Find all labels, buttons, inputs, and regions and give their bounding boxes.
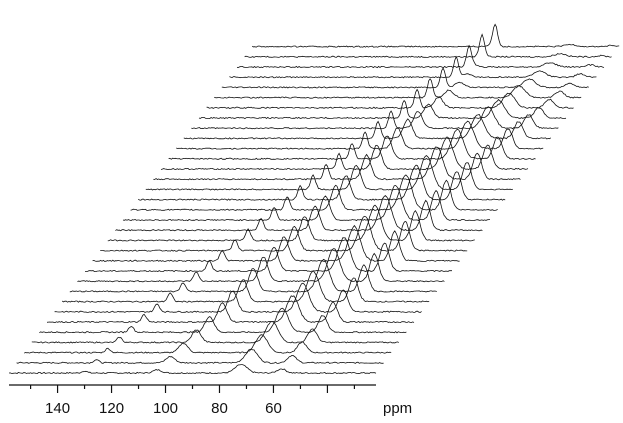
spectrum-trace-26 <box>198 98 567 120</box>
x-axis-label: ppm <box>383 400 412 417</box>
spectrum-trace-28 <box>214 78 582 99</box>
spectrum-trace-32 <box>244 33 612 58</box>
x-tick-label: 60 <box>265 400 282 417</box>
spectrum-trace-1 <box>8 364 377 375</box>
spectrum-trace-11 <box>84 237 452 273</box>
spectrum-trace-21 <box>160 136 529 171</box>
spectrum-trace-13 <box>100 215 468 252</box>
spectrum-trace-9 <box>69 258 437 293</box>
spectra-traces <box>8 23 620 375</box>
x-tick-label: 140 <box>45 400 70 417</box>
x-tick-label: 100 <box>153 400 178 417</box>
x-tick-label: 120 <box>99 400 124 417</box>
spectrum-trace-29 <box>221 67 589 89</box>
spectrum-trace-8 <box>61 270 430 303</box>
x-axis-ticks <box>29 385 356 393</box>
spectrum-trace-3 <box>24 334 392 354</box>
spectrum-trace-33 <box>252 23 620 48</box>
spectrum-trace-30 <box>229 55 597 79</box>
spectrum-trace-31 <box>236 44 605 69</box>
spectrum-trace-18 <box>137 164 506 201</box>
spectrum-trace-17 <box>130 174 498 211</box>
spectrum-trace-6 <box>46 295 415 324</box>
spectrum-trace-23 <box>176 120 544 150</box>
spectrum-trace-25 <box>191 106 559 130</box>
spectrum-trace-24 <box>183 114 552 140</box>
spectrum-trace-4 <box>31 320 399 344</box>
spectrum-trace-19 <box>145 154 513 191</box>
spectrum-trace-7 <box>54 282 422 313</box>
spectrum-trace-2 <box>16 348 384 364</box>
spectrum-trace-27 <box>206 88 574 109</box>
spectrum-trace-15 <box>115 194 483 232</box>
spectrum-trace-5 <box>39 307 407 334</box>
spectrum-trace-20 <box>153 146 521 181</box>
x-tick-label: 80 <box>211 400 228 417</box>
x-axis-tick-labels: 140 120 100 80 60 <box>45 400 282 417</box>
spectrum-trace-12 <box>92 224 460 262</box>
spectrum-trace-22 <box>168 128 536 160</box>
spectrum-trace-10 <box>77 248 445 283</box>
spectrum-trace-16 <box>122 184 490 222</box>
spectrum-trace-14 <box>107 204 475 242</box>
